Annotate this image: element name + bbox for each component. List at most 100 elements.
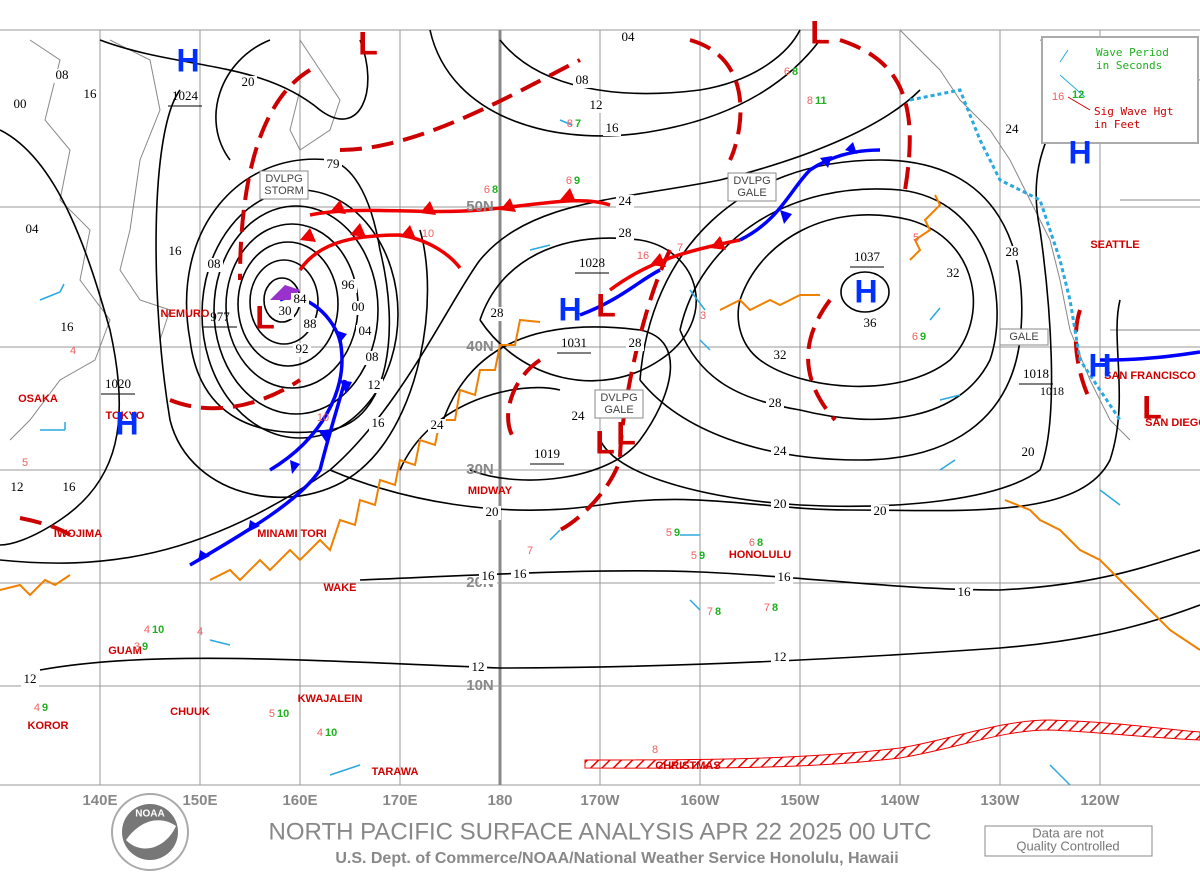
pressure-value: 1037	[854, 249, 881, 264]
isobar-label-bg	[356, 325, 374, 339]
system-label: DVLPG	[733, 175, 770, 187]
isobar-label-bg	[1003, 123, 1021, 137]
isobar-label: 28	[1006, 244, 1019, 259]
wave-height: 8	[567, 118, 573, 130]
wave-period: 9	[574, 175, 580, 187]
wave-height: 4	[70, 345, 76, 357]
wave-height: 10	[422, 228, 434, 240]
isobar-label-bg	[205, 258, 223, 272]
system-label: DVLPG	[600, 392, 637, 404]
isobar-label: 12	[368, 377, 381, 392]
place-label: KOROR	[28, 720, 69, 732]
longitude-label: 150W	[780, 792, 820, 809]
isobar-label-bg	[771, 498, 789, 512]
isobar-label-bg	[771, 651, 789, 665]
place-label: CHUUK	[170, 706, 210, 718]
pressure-value: 1019	[534, 446, 560, 461]
isobar-label: 12	[774, 649, 787, 664]
system-label-box	[999, 328, 1049, 346]
isobar-label: 24	[431, 417, 445, 432]
isobar-label: 16	[514, 566, 528, 581]
pressure-symbol: H	[176, 42, 199, 78]
isobar-label-bg	[365, 379, 383, 393]
isobar-label-bg	[569, 410, 587, 424]
wave-period: 9	[42, 702, 48, 714]
isobar-label-bg	[616, 227, 634, 241]
place-label: MIDWAY	[468, 485, 513, 497]
pressure-value: 1018	[1023, 366, 1049, 381]
disclaimer: Quality Controlled	[1016, 838, 1119, 853]
isobar-label-bg	[483, 506, 501, 520]
wave-period: 9	[674, 527, 680, 539]
isobar-label: 24	[572, 408, 586, 423]
wave-height: 3	[700, 310, 706, 322]
wind-barbs	[39, 88, 1122, 786]
system-label: GALE	[604, 404, 633, 416]
wave-height: 6	[749, 537, 755, 549]
latitude-label: 50N	[466, 198, 494, 215]
longitude-label: 140W	[880, 792, 920, 809]
longitude-label: 130W	[980, 792, 1020, 809]
isobar-label-bg	[349, 301, 367, 315]
wave-height: 4	[197, 626, 203, 638]
isobar-label-bg	[488, 307, 506, 321]
wave-period: 9	[699, 550, 705, 562]
pressure-value: 1024	[172, 88, 199, 103]
isobar-label-bg	[766, 397, 784, 411]
isobar-label-bg	[603, 122, 621, 136]
isobar-label: 08	[576, 72, 589, 87]
wave-height: 7	[677, 242, 683, 254]
isobar-label: 00	[352, 299, 365, 314]
system-label: GALE	[1009, 331, 1038, 343]
isobar-label: 36	[864, 315, 878, 330]
legend-height: 16	[1052, 91, 1064, 103]
pressure-symbol: H	[558, 291, 581, 327]
isobar-label: 32	[947, 265, 960, 280]
subtitle: U.S. Dept. of Commerce/NOAA/National Wea…	[335, 850, 898, 867]
isobar-label: 16	[606, 120, 620, 135]
pressure-symbol: H	[1088, 347, 1111, 383]
isobar-label: 79	[327, 156, 340, 171]
wave-height: 3	[134, 641, 140, 653]
wave-height: 5	[666, 527, 672, 539]
isobar-label: 28	[619, 225, 632, 240]
place-label: CHRISTMAS	[655, 760, 720, 772]
place-label: TOKYO	[106, 410, 145, 422]
pressure-symbol: H	[115, 405, 138, 441]
noaa-logo: NOAA	[111, 793, 189, 871]
isobar-label-bg	[1003, 246, 1021, 260]
isobar-label: 96	[342, 277, 356, 292]
isobar-label-bg	[293, 343, 311, 357]
place-label: OSAKA	[18, 393, 58, 405]
isobar-label: 28	[491, 305, 504, 320]
longitude-label: 140E	[82, 792, 117, 809]
disclaimer-box	[984, 825, 1153, 857]
wave-height: 7	[764, 602, 770, 614]
wave-period: 7	[575, 118, 581, 130]
wave-height: 16	[637, 250, 649, 262]
isobar-label: 20	[1022, 444, 1035, 459]
latitude-label: 10N	[466, 677, 494, 694]
wave-period: 8	[757, 537, 763, 549]
place-label: SEATTLE	[1090, 239, 1139, 251]
place-label: GUAM	[108, 645, 142, 657]
wave-height: 6	[912, 331, 918, 343]
wave-period: 11	[815, 95, 827, 107]
wave-period: 8	[792, 66, 798, 78]
pressure-symbol: L	[595, 424, 615, 460]
place-label: NEMURO	[161, 308, 210, 320]
wave-height: 5	[269, 708, 275, 720]
isobar-label-bg	[955, 586, 973, 600]
isobar-label-bg	[626, 337, 644, 351]
coastlines	[9, 29, 1200, 441]
system-label: DVLPG	[265, 173, 302, 185]
isobar-label: 32	[774, 347, 787, 362]
system-label-box	[259, 170, 309, 200]
isobar-label: 92	[296, 341, 309, 356]
longitude-label: 120W	[1080, 792, 1120, 809]
isobar-label-bg	[469, 661, 487, 675]
isobar-label: 84	[294, 291, 308, 306]
isobar-label: 20	[242, 74, 255, 89]
legend-text: in Seconds	[1096, 59, 1162, 72]
isobar-label-bg	[511, 568, 529, 582]
